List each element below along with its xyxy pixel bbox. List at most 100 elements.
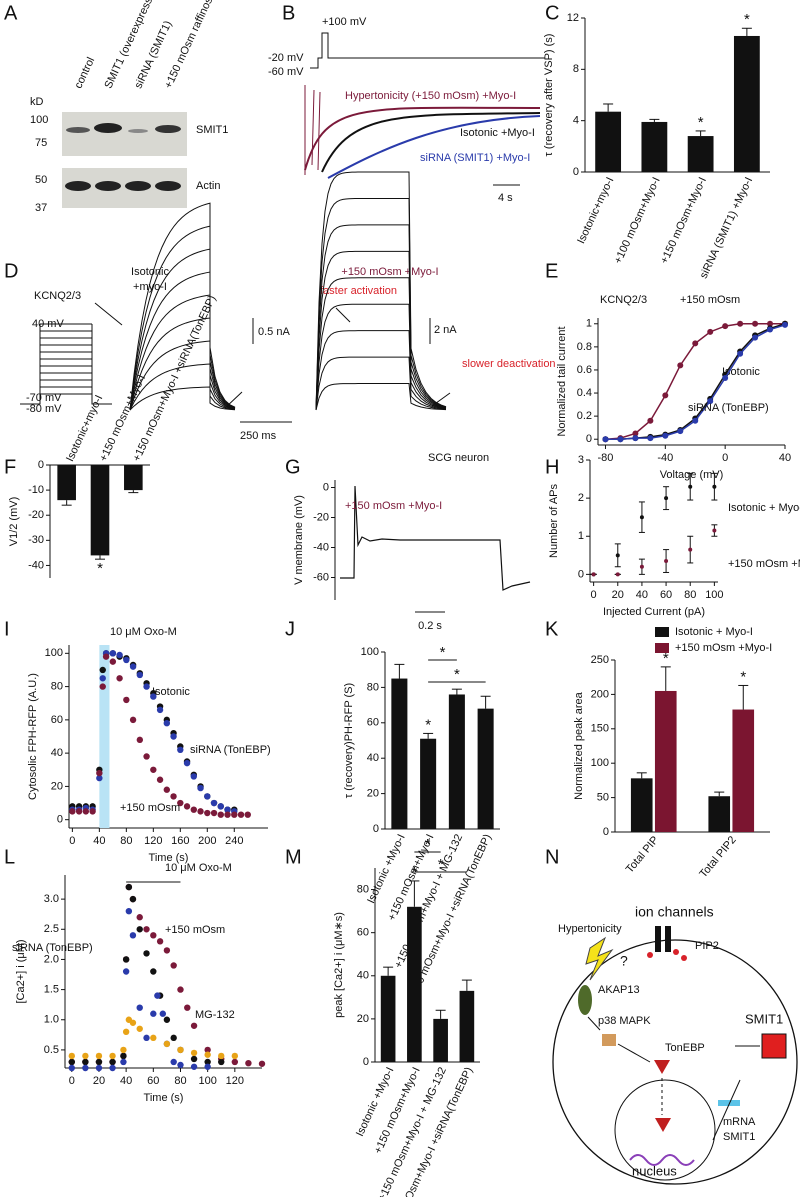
bar <box>57 465 76 501</box>
data-point <box>136 736 144 744</box>
y-tick-label: 12 <box>567 12 579 24</box>
x-tick-label: -40 <box>657 452 673 464</box>
y-tick-label: 0.6 <box>577 364 592 376</box>
y-tick-label: 100 <box>361 646 379 658</box>
trace-label: siRNA (SMIT1) +Myo-I <box>420 152 530 164</box>
data-point <box>129 716 137 724</box>
x-tick-label: siRNA (SMIT1) +Myo-I <box>698 175 756 280</box>
mw-marker: 50 <box>35 174 47 186</box>
x-tick-label: Total PIP2 <box>697 834 738 880</box>
current-trace <box>129 202 236 411</box>
data-point <box>109 1052 116 1060</box>
data-point <box>123 656 130 664</box>
y-tick-label: -60 <box>313 571 329 583</box>
lightning <box>585 936 614 981</box>
data-point <box>95 1058 103 1066</box>
y-axis-label: Number of APs <box>548 484 560 558</box>
trace <box>304 106 541 171</box>
data-point <box>170 1058 177 1066</box>
data-point <box>210 799 218 807</box>
current-trace <box>129 248 236 411</box>
data-point <box>177 986 184 993</box>
blot-band <box>65 181 91 191</box>
data-point <box>99 683 106 690</box>
data-point <box>183 759 191 767</box>
y-axis-label: Normalized peak area <box>573 691 585 799</box>
data-point <box>150 968 157 975</box>
bar <box>420 738 437 829</box>
data-point <box>245 1059 252 1067</box>
data-point <box>692 340 699 347</box>
y-tick-label: 100 <box>45 647 63 659</box>
current-trace <box>315 330 447 411</box>
label: TonEBP <box>665 1042 705 1054</box>
legend-label: +150 mOsm +Myo-I <box>675 642 772 654</box>
data-point <box>96 774 103 782</box>
step-label: -60 mV <box>268 66 304 78</box>
data-point <box>688 484 693 489</box>
data-point <box>109 1058 116 1066</box>
blot-band <box>94 123 122 133</box>
data-point <box>143 1034 150 1042</box>
data-point <box>231 811 238 818</box>
data-point <box>183 803 191 810</box>
protein-label: SMIT1 <box>196 124 228 136</box>
data-point <box>177 746 184 754</box>
data-point <box>136 1025 143 1032</box>
data-point <box>68 1064 75 1072</box>
dna <box>629 1154 695 1166</box>
bar <box>732 709 755 832</box>
current-trace <box>129 363 236 411</box>
y-tick-label: 4 <box>573 115 579 127</box>
bar <box>90 465 110 556</box>
x-tick-label: 120 <box>226 1075 244 1087</box>
bar <box>630 778 653 832</box>
label: Hypertonicity <box>558 923 622 935</box>
data-point <box>156 776 164 783</box>
y-axis-label: V1/2 (mV) <box>8 497 20 547</box>
data-point <box>737 320 744 327</box>
lane-label: +150 mOsm raffinose <box>162 0 217 90</box>
data-point <box>177 1046 184 1054</box>
current-trace <box>315 303 447 411</box>
data-point <box>136 671 144 679</box>
y-tick-label: -20 <box>28 509 44 521</box>
significance: * <box>744 11 750 28</box>
pip2 <box>681 955 687 961</box>
panel-letter: D <box>4 260 18 282</box>
x-tick-label: 0 <box>69 835 75 847</box>
bar <box>391 678 408 829</box>
y-tick-label: 40 <box>357 970 369 982</box>
membrane-trace <box>340 485 531 591</box>
data-point <box>159 1010 167 1017</box>
protocol-panel: +100 mV -20 mV -60 mV Hypertonicity (+15… <box>268 16 545 204</box>
panel-letter: C <box>545 2 559 24</box>
series-label: siRNA (TonEBP) <box>688 402 769 414</box>
scale-label: 0.2 s <box>418 620 442 632</box>
current-trace <box>129 386 236 411</box>
data-point <box>68 1052 75 1060</box>
data-point <box>712 484 717 489</box>
data-point <box>177 799 184 807</box>
x-tick-label: 20 <box>612 589 624 601</box>
y-tick-label: 60 <box>357 927 369 939</box>
y-tick-label: 250 <box>591 654 609 666</box>
legend-swatch <box>655 643 669 653</box>
note: slower deactivation <box>462 358 556 370</box>
legend-swatch <box>655 627 669 637</box>
bar <box>654 690 677 832</box>
voltage-step <box>20 324 112 405</box>
data-point <box>190 1055 198 1063</box>
series-label: siRNA (TonEBP) <box>12 942 93 954</box>
data-point <box>122 968 130 975</box>
data-point <box>218 1052 225 1060</box>
x-tick-label: 40 <box>93 835 105 847</box>
bar <box>687 136 714 172</box>
data-point <box>82 1064 89 1072</box>
p38 <box>602 1034 616 1046</box>
y-tick-label: 0 <box>373 823 379 835</box>
data-point <box>150 932 157 939</box>
x-tick-label: Isotonic+myo-I <box>575 175 616 245</box>
current-trace <box>315 383 447 411</box>
panel-letter: I <box>4 618 10 640</box>
